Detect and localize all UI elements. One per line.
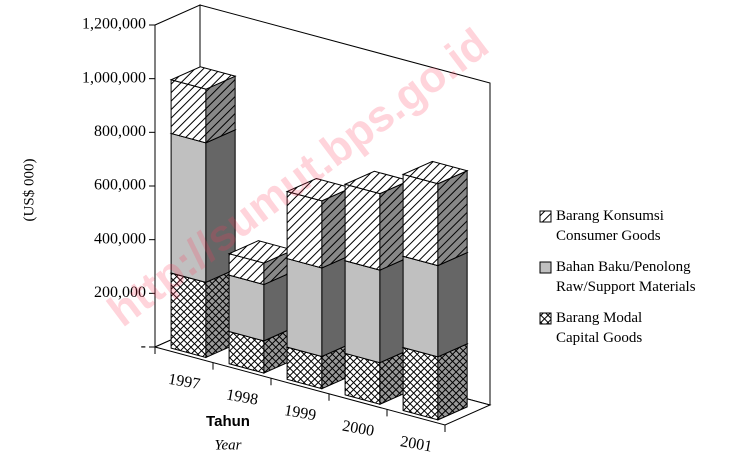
bar-segment [343,170,411,271]
y-tick-label: 800,000 [94,123,146,140]
x-tick-label: 1997 [167,371,201,393]
legend-label: Bahan Baku/Penolong Raw/Support Materials [556,259,696,295]
bar-front [228,274,265,342]
bar-front [402,173,439,267]
bar-side [437,251,468,358]
y-axis-label: (US$ 000) [21,159,37,222]
x-tick-label: 2001 [399,433,433,455]
bar-top [169,66,237,90]
bar-front [402,255,439,358]
bar-front [170,79,207,144]
bar-front [286,257,323,358]
y-tick-label: 600,000 [94,177,146,194]
x-tick-label: 2000 [341,418,375,440]
legend-swatch [539,261,552,274]
legend-swatch [539,312,552,325]
y-tick-label: 200,000 [94,284,146,301]
bar-top [401,160,469,185]
bar-segment [169,66,237,144]
y-tick-label: 400,000 [94,230,146,247]
bar-front [402,346,439,421]
x-axis-sublabel: Year [215,437,242,453]
legend-label: Barang Konsumsi Consumer Goods [556,208,664,244]
legend-label: Barang Modal Capital Goods [556,310,642,346]
bar-front [344,183,381,271]
bar-segment [169,119,237,284]
y-tick-label: 1,200,000 [82,16,146,33]
x-tick-label: 1999 [283,402,317,424]
x-tick-label: 1998 [225,386,259,408]
x-axis-label: Tahun [206,413,250,430]
y-tick-label: - [141,338,146,355]
bar-segment [401,160,469,267]
legend-swatch [539,210,552,223]
bar-side [437,169,468,267]
bar-front [344,260,381,364]
y-tick-label: 1,000,000 [82,69,146,86]
